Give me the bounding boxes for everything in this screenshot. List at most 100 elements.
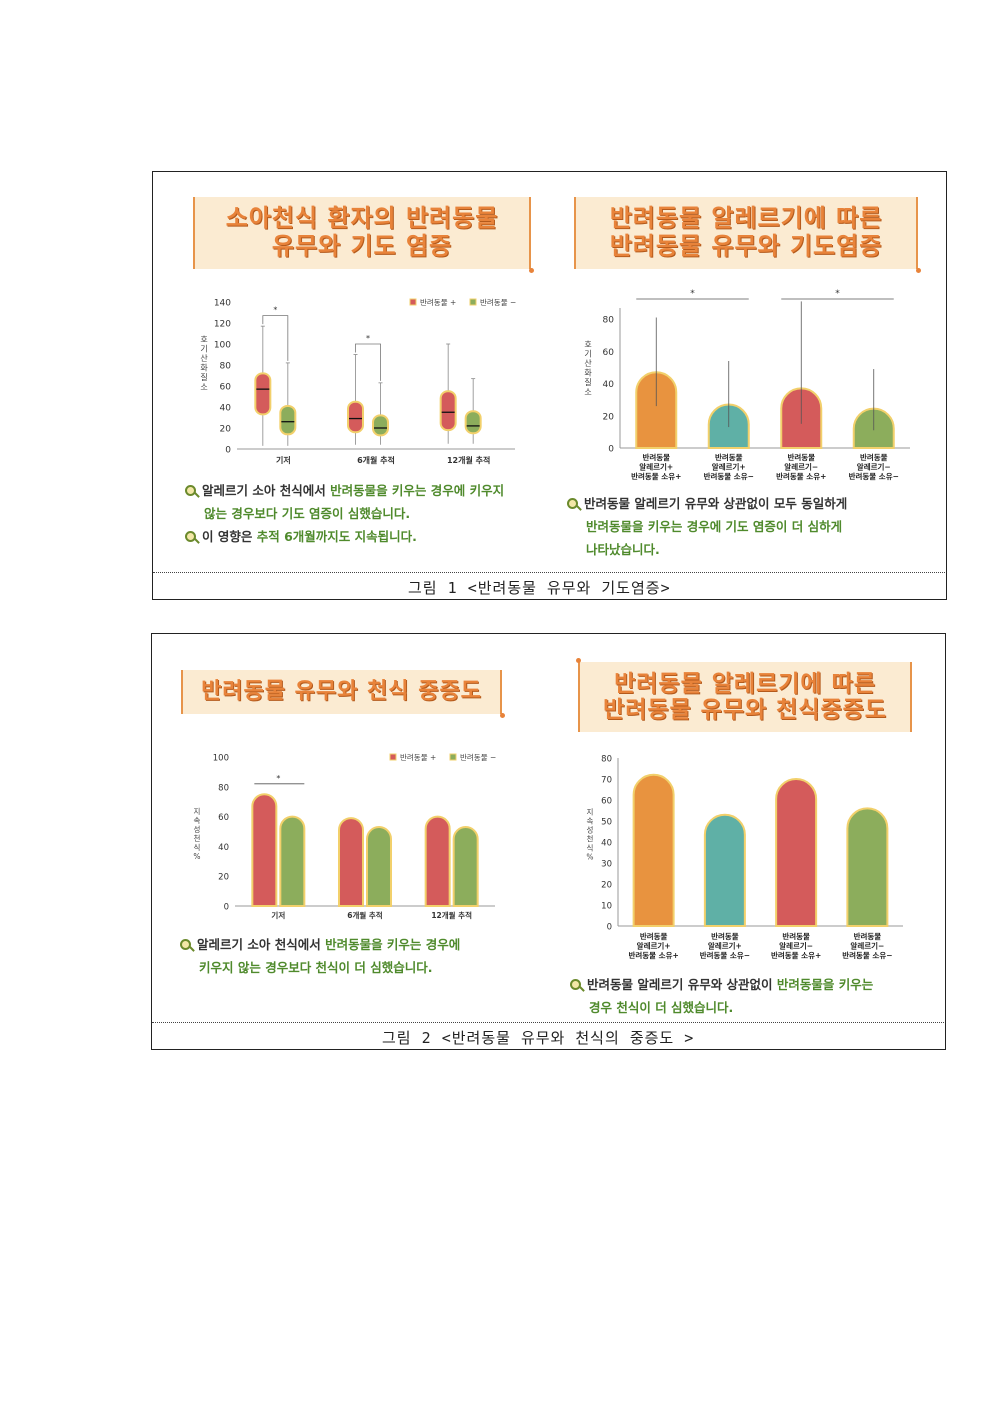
significance-mark: * [835, 289, 840, 299]
figure2-left-title: 반려동물 유무와 천식 중증도 [181, 670, 505, 718]
note-line-cont: 나타났습니다. [586, 542, 660, 557]
x-tick-label: 12개월 추적 [447, 455, 490, 465]
y-tick-label: 80 [218, 783, 229, 793]
bar [452, 826, 479, 907]
y-axis-label-char: 속 [587, 817, 594, 826]
note-text-highlight: 추적 6개월까지도 지속됩니다. [256, 529, 417, 544]
title-dot [576, 658, 581, 663]
note-text: 알레르기 소아 천식에서 [197, 937, 326, 952]
bar [366, 826, 392, 907]
x-tick-label: 반려동물 소유− [849, 471, 899, 481]
x-tick-label: 반려동물 소유+ [771, 950, 821, 960]
note-line: 반려동물 알레르기 유무와 상관없이 반려동물을 키우는 [570, 973, 873, 996]
box [254, 372, 272, 416]
y-axis-label-char: 식 [194, 843, 201, 852]
significance-mark: * [690, 289, 695, 299]
note-line: 이 영향은 추적 6개월까지도 지속됩니다. [185, 525, 504, 548]
y-axis-label-char: 성 [587, 826, 594, 835]
y-axis-label-char: 식 [587, 844, 594, 853]
y-tick-label: 60 [603, 348, 615, 358]
figure2-right-title: 반려동물 알레르기에 따른 반려동물 유무와 천식중증도 [576, 658, 912, 732]
x-tick-label: 기저 [276, 455, 291, 465]
y-axis-label-char: 질 [200, 373, 207, 382]
x-tick-label: 반려동물 소유+ [631, 471, 681, 481]
bar [635, 371, 678, 449]
legend-label: 반려동물 − [460, 752, 496, 762]
legend-label: 반려동물 − [480, 297, 516, 307]
x-tick-label: 알레르기+ [708, 941, 742, 951]
box [372, 414, 389, 437]
x-tick-label: 반려동물 소유+ [628, 950, 678, 960]
y-axis-label-char: 산 [200, 353, 208, 363]
x-tick-label: 반려동물 소유− [842, 950, 892, 960]
note-text: 알레르기 소아 천식에서 [202, 483, 331, 498]
legend-swatch [409, 298, 417, 306]
note-text: 이 영향은 [202, 529, 257, 544]
bar [703, 813, 746, 927]
figure2-right-title-line2: 반려동물 유무와 천식중증도 [603, 697, 887, 723]
y-tick-label: 80 [601, 755, 612, 765]
y-tick-label: 20 [218, 873, 229, 883]
bar [279, 815, 306, 907]
bar [632, 773, 675, 927]
note-line: 반려동물 알레르기 유무와 상관없이 모두 동일하게 [567, 492, 847, 515]
figure2-right-title-line1: 반려동물 알레르기에 따른 [614, 670, 876, 697]
legend-swatch [469, 298, 477, 306]
magnifier-icon [185, 531, 196, 542]
box [279, 404, 297, 436]
box [347, 400, 364, 434]
y-tick-label: 40 [218, 843, 229, 853]
note-text: 반려동물 알레르기 유무와 상관없이 [587, 977, 777, 992]
bar [251, 793, 278, 907]
note-line-cont: 경우 천식이 더 심했습니다. [589, 1000, 734, 1015]
y-tick-label: 140 [214, 299, 231, 309]
figure1-left-notes: 알레르기 소아 천식에서 반려동물을 키우는 경우에 키우지 않는 경우보다 기… [185, 479, 504, 548]
legend-swatch [389, 753, 397, 761]
y-tick-label: 50 [601, 818, 612, 828]
y-tick-label: 80 [603, 316, 615, 326]
x-tick-label: 반려동물 [711, 931, 739, 941]
y-axis-label-char: 속 [194, 816, 201, 825]
figure1-right-notes: 반려동물 알레르기 유무와 상관없이 모두 동일하게 반려동물을 키우는 경우에… [567, 492, 847, 561]
y-axis-label-char: 질 [584, 378, 591, 387]
y-axis-label-char: 지 [194, 807, 201, 816]
figure2-left-title-line1: 반려동물 유무와 천식 중증도 [201, 679, 482, 705]
figure2-right-notes: 반려동물 알레르기 유무와 상관없이 반려동물을 키우는 경우 천식이 더 심했… [570, 973, 873, 1019]
x-tick-label: 반려동물 [642, 452, 670, 462]
significance-bracket [355, 343, 381, 381]
legend-label: 반려동물 + [400, 752, 436, 762]
significance-mark: * [273, 306, 277, 315]
y-tick-label: 0 [224, 903, 229, 913]
x-tick-label: 알레르기− [857, 462, 891, 472]
legend-label: 반려동물 + [420, 297, 456, 307]
magnifier-icon [180, 939, 191, 950]
x-tick-label: 알레르기− [779, 941, 813, 951]
y-tick-label: 40 [220, 404, 232, 414]
note-text: 반려동물 알레르기 유무와 상관없이 모두 동일하게 [584, 496, 848, 511]
bar [775, 778, 818, 927]
figure1-left-title-line1: 소아천식 환자의 반려동물 [225, 204, 499, 233]
y-axis-label-char: 소 [584, 387, 591, 396]
x-tick-label: 반려동물 소유− [704, 471, 754, 481]
note-line: 알레르기 소아 천식에서 반려동물을 키우는 경우에 키우지 [185, 479, 504, 502]
note-line: 알레르기 소아 천식에서 반려동물을 키우는 경우에 [180, 933, 460, 956]
x-tick-label: 반려동물 [640, 931, 668, 941]
x-tick-label: 반려동물 [782, 931, 810, 941]
figure1-left-title-line2: 유무와 기도 염증 [271, 232, 453, 260]
box [464, 410, 482, 435]
x-tick-label: 알레르기+ [639, 462, 673, 472]
x-tick-label: 반려동물 [715, 452, 743, 462]
note-line-cont: 키우지 않는 경우보다 천식이 더 심했습니다. [199, 960, 433, 975]
bar [846, 807, 889, 927]
bar [424, 815, 451, 907]
note-line-cont: 반려동물을 키우는 경우에 기도 염증이 더 심하게 [586, 519, 843, 534]
y-tick-label: 70 [601, 776, 612, 786]
y-axis-label-char: 소 [200, 382, 207, 391]
y-tick-label: 10 [601, 902, 612, 912]
figure1-right-title: 반려동물 알레르기에 따른 반려동물 유무와 기도염증 [574, 197, 921, 273]
y-tick-label: 100 [213, 754, 229, 764]
y-axis-label-char: 호 [200, 335, 207, 344]
